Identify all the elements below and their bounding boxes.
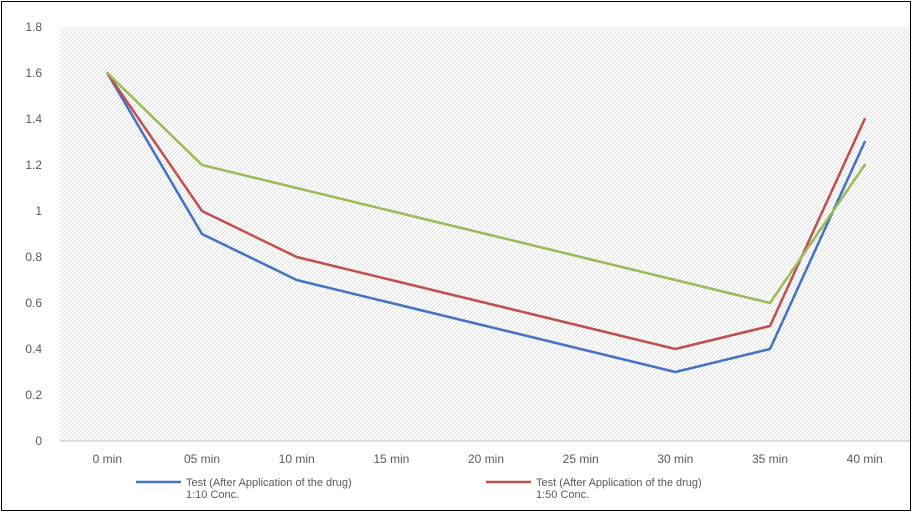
series-line-3: [106, 71, 866, 305]
legend-label-2: 1:50 Conc.: [536, 489, 589, 501]
series-line-2: [106, 71, 866, 351]
y-tick-label: 0.4: [25, 342, 42, 356]
y-tick-label: 1.6: [25, 66, 42, 80]
x-tick-label: 40 min: [847, 452, 883, 466]
x-tick-label: 35 min: [752, 452, 788, 466]
y-tick-label: 0.6: [25, 296, 42, 310]
x-tick-label: 05 min: [184, 452, 220, 466]
legend-label-1: 1:10 Conc.: [186, 489, 239, 501]
x-tick-label: 15 min: [373, 452, 409, 466]
x-tick-label: 20 min: [468, 452, 504, 466]
legend-label-1: Test (After Application of the drug): [186, 477, 352, 489]
y-tick-label: 1.4: [25, 112, 42, 126]
y-tick-label: 1.2: [25, 158, 42, 172]
x-tick-label: 30 min: [657, 452, 693, 466]
y-tick-label: 0.2: [25, 388, 42, 402]
y-tick-label: 1: [35, 204, 42, 218]
y-tick-label: 1.8: [25, 20, 42, 34]
x-tick-label: 25 min: [563, 452, 599, 466]
series-line-1: [106, 71, 866, 374]
x-tick-label: 0 min: [93, 452, 122, 466]
legend-label-2: Test (After Application of the drug): [536, 477, 702, 489]
y-tick-label: 0: [35, 434, 42, 448]
x-tick-label: 10 min: [279, 452, 315, 466]
y-tick-label: 0.8: [25, 250, 42, 264]
